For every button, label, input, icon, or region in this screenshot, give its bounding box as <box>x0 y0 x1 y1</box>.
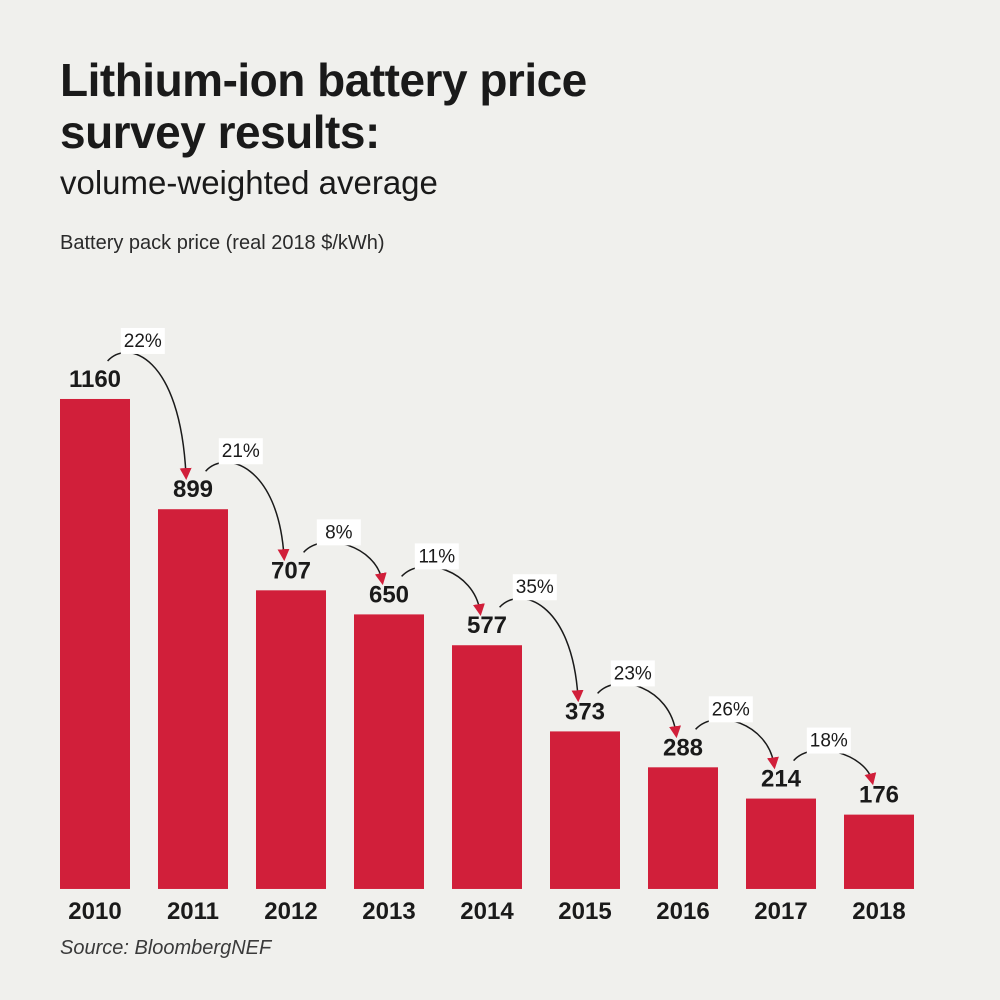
bar <box>550 731 620 889</box>
pct-change-label: 35% <box>516 577 554 598</box>
bar-value-label: 899 <box>173 476 213 503</box>
bar <box>746 799 816 889</box>
source-attribution: Source: BloombergNEF <box>60 937 940 960</box>
bar-value-label: 176 <box>859 782 899 809</box>
bar-value-label: 707 <box>271 557 311 584</box>
title-line-1: Lithium-ion battery price <box>60 54 587 106</box>
pct-change-label: 11% <box>418 546 455 567</box>
bar <box>256 590 326 889</box>
bar <box>354 614 424 889</box>
bar <box>60 399 130 889</box>
x-axis-tick-label: 2010 <box>68 898 121 925</box>
x-axis-tick-label: 2018 <box>852 898 905 925</box>
pct-change-label: 22% <box>124 331 162 352</box>
change-arrow <box>696 719 774 764</box>
title-line-2: survey results: <box>60 106 380 158</box>
change-arrow <box>304 542 382 580</box>
chart-subtitle: volume-weighted average <box>60 164 940 202</box>
bar <box>158 509 228 889</box>
bar-value-label: 650 <box>369 581 409 608</box>
change-arrow <box>402 567 480 612</box>
x-axis-tick-label: 2013 <box>362 898 415 925</box>
chart-title: Lithium-ion battery price survey results… <box>60 55 940 158</box>
pct-change-label: 26% <box>712 699 750 720</box>
bar-value-label: 288 <box>663 734 703 761</box>
bar <box>452 645 522 889</box>
pct-change-label: 18% <box>810 731 848 752</box>
bar <box>844 815 914 889</box>
bar-value-label: 1160 <box>69 366 121 393</box>
x-axis-tick-label: 2015 <box>558 898 611 925</box>
chart-area: 1160 2010 899 2011 707 2012 650 2013 577 2014 373 2… <box>60 295 940 929</box>
bar-chart: 1160 2010 899 2011 707 2012 650 2013 577 2014 373 2… <box>60 295 940 929</box>
change-arrow <box>794 750 872 780</box>
y-axis-label: Battery pack price (real 2018 $/kWh) <box>60 232 940 255</box>
x-axis-tick-label: 2016 <box>656 898 709 925</box>
x-axis-tick-label: 2017 <box>754 898 807 925</box>
x-axis-tick-label: 2012 <box>264 898 317 925</box>
x-axis-tick-label: 2011 <box>167 898 219 925</box>
bar-value-label: 373 <box>565 698 605 725</box>
change-arrow <box>598 684 676 734</box>
x-axis-tick-label: 2014 <box>460 898 514 925</box>
pct-change-label: 21% <box>222 441 260 462</box>
bar-value-label: 214 <box>761 766 802 793</box>
pct-change-label: 23% <box>614 663 652 684</box>
bar <box>648 767 718 889</box>
bar-value-label: 577 <box>467 612 507 639</box>
pct-change-label: 8% <box>325 522 353 543</box>
